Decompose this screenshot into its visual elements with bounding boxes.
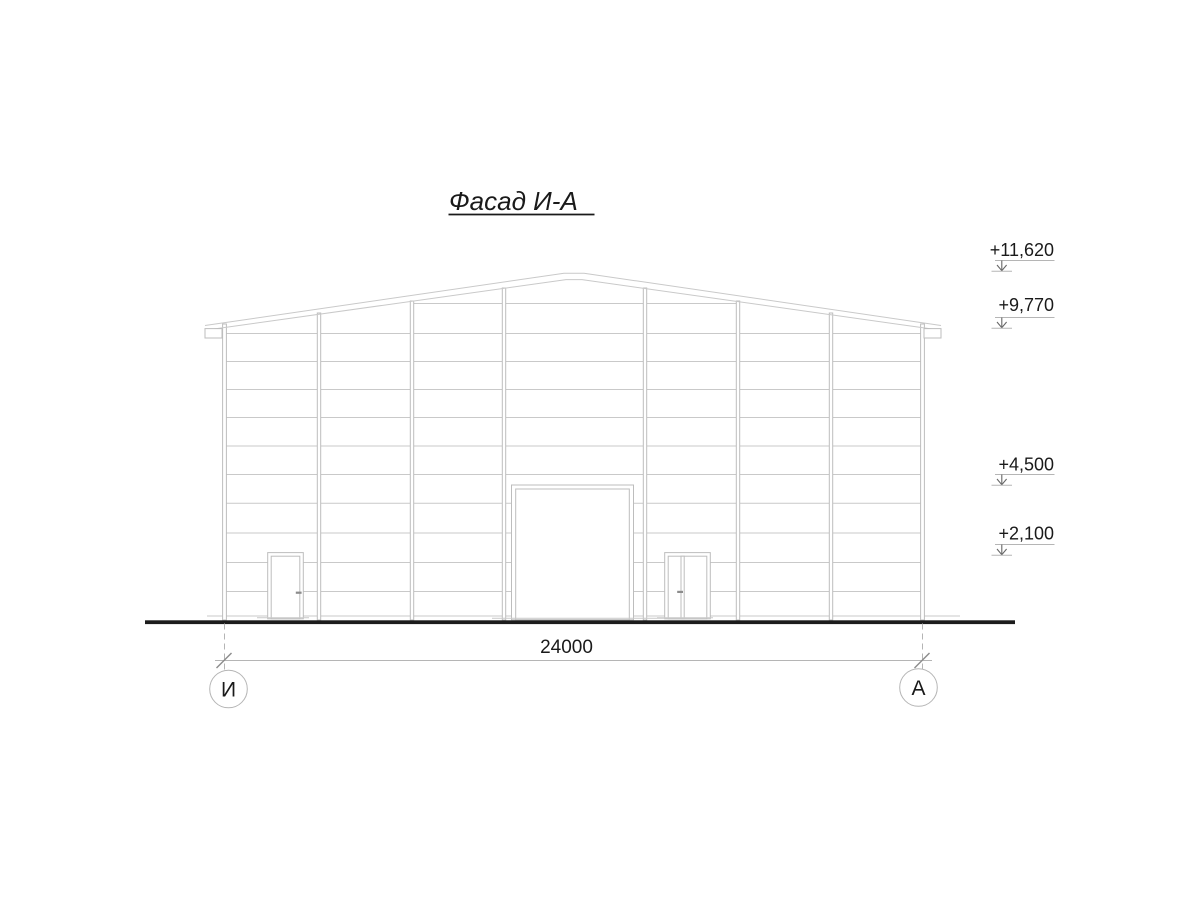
axis-label-right: А	[911, 677, 925, 700]
level-mark-2100: +2,100	[992, 524, 1055, 556]
door-right	[665, 553, 711, 619]
level-label: +9,770	[998, 295, 1054, 315]
dimension-label: 24000	[540, 637, 593, 658]
door-handle-icon	[677, 591, 683, 593]
page-title: Фасад И-А	[449, 186, 578, 216]
dimension-string: 24000	[215, 624, 932, 671]
axis-label-left: И	[221, 678, 236, 701]
level-mark-11620: +11,620	[990, 240, 1055, 271]
level-label: +11,620	[990, 240, 1054, 260]
eave-cap-right	[924, 329, 941, 338]
door-handle-icon	[296, 592, 302, 594]
level-label: +4,500	[998, 455, 1054, 475]
eave-cap-left	[205, 329, 222, 338]
gate	[512, 485, 634, 620]
drawing-title: Фасад И-А	[449, 186, 595, 216]
ground-line	[145, 620, 1015, 624]
level-mark-9770: +9,770	[992, 295, 1055, 328]
door-left	[268, 553, 304, 619]
door-leaf-divider	[681, 556, 684, 619]
axis-bubble-left: И	[210, 670, 248, 708]
axis-bubble-right: А	[900, 669, 938, 707]
level-label: +2,100	[998, 524, 1054, 544]
level-mark-4500: +4,500	[992, 455, 1055, 486]
